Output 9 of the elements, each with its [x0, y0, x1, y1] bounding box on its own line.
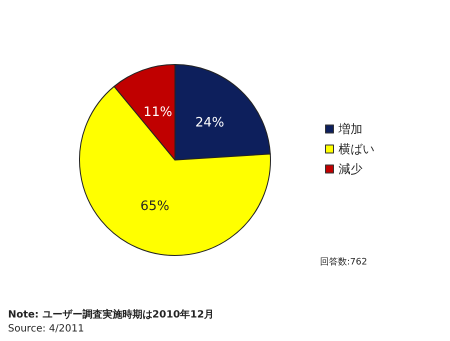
text: Note: ユーザー調査実施時期は2010年12月 [8, 308, 214, 320]
source-note: Source: 4/2011 [8, 324, 84, 334]
text: 回答数:762 [320, 256, 368, 268]
data-label: 24% [195, 116, 224, 131]
legend-label: 増加 [338, 122, 362, 136]
legend-label: 減少 [338, 162, 362, 176]
data-label: 11% [143, 104, 172, 120]
data-label: 65% [140, 199, 170, 214]
legend-label: 横ばい [338, 142, 374, 156]
